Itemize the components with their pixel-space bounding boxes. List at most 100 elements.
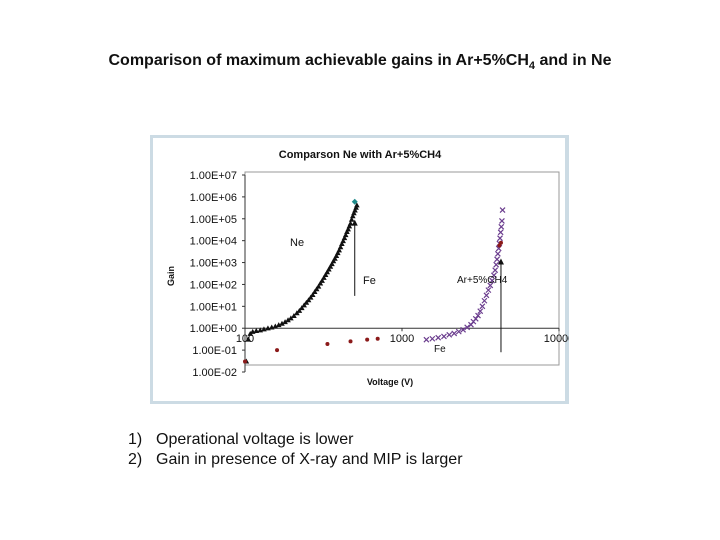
annotation-label: Fe: [434, 344, 446, 355]
mip-ne-point: [351, 198, 358, 205]
y-tick-label: 1.00E-01: [192, 345, 237, 357]
y-axis-label: Gain: [166, 266, 176, 286]
ar-5-ch4-point: [435, 334, 442, 341]
fe-arrow-head: [351, 219, 358, 226]
y-tick-label: 1.00E+05: [190, 214, 237, 226]
ne-point: [245, 336, 252, 342]
y-tick-label: 1.00E+06: [190, 192, 237, 204]
ar-5-ch4-point: [498, 223, 505, 230]
ar-5-ch4-point: [464, 324, 471, 331]
ne-point: [341, 235, 348, 241]
y-tick-label: 1.00E+02: [190, 279, 237, 291]
y-tick-label: 1.00E+01: [190, 301, 237, 313]
ne-point: [327, 263, 334, 269]
ne-point: [303, 299, 310, 305]
y-tick-label: 1.00E-02: [192, 367, 237, 379]
ne-point: [344, 228, 350, 234]
chart-title: Comparson Ne with Ar+5%CH4: [279, 149, 442, 161]
notes-list: 1) Operational voltage is lower 2) Gain in…: [128, 430, 463, 470]
ne-point: [337, 244, 344, 250]
y-tick-label: 1.00E+04: [190, 236, 237, 248]
ar-5-ch4-point: [493, 261, 500, 268]
ar-5-ch4-point: [451, 330, 458, 337]
ne-point: [311, 289, 318, 295]
ar-5-ch4-point: [460, 326, 467, 333]
fe-arrow-head: [497, 258, 504, 265]
annotation-label: Fe: [363, 275, 376, 287]
fe-ne-point: [275, 348, 280, 353]
x-axis-label: Voltage (V): [367, 377, 413, 387]
note-1-number: 1): [128, 431, 143, 448]
ne-point: [345, 226, 351, 232]
ar-5-ch4-point: [441, 333, 447, 340]
ar-5-ch4-point: [483, 292, 490, 299]
gain-chart: Comparson Ne with Ar+5%CH4 Voltage (V) Gai…: [153, 138, 569, 401]
ar-5-ch4-point: [479, 303, 486, 310]
ne-point: [333, 252, 340, 258]
fe-ne-point: [243, 359, 247, 364]
title-subscript: 4: [528, 60, 536, 73]
fe-ne-point: [348, 339, 353, 344]
ne-point: [315, 283, 322, 289]
ne-point: [342, 232, 349, 238]
ne-point: [279, 320, 285, 326]
ne-point: [253, 327, 260, 333]
ar-5-ch4-point: [497, 229, 504, 236]
plot-area: [244, 171, 560, 366]
ar-5-ch4-point: [429, 335, 436, 342]
ne-point: [307, 294, 314, 300]
ne-point: [334, 250, 341, 256]
x-tick-label: 10000: [544, 333, 569, 345]
ne-point: [329, 261, 335, 267]
ar-5-ch4-point: [481, 297, 488, 304]
ar-5-ch4-point: [455, 328, 462, 335]
ne-point: [350, 213, 356, 219]
chart-frame: Comparson Ne with Ar+5%CH4 Voltage (V) Gai…: [150, 135, 569, 404]
ne-point: [301, 302, 307, 308]
ne-point: [330, 258, 337, 264]
ar-5-ch4-point: [494, 256, 500, 263]
ar-5-ch4-point: [492, 267, 499, 274]
title-main: Comparison of maximum achievable gains i…: [108, 52, 529, 69]
fe-ar-5-ch4-point: [498, 240, 503, 245]
ne-point: [340, 238, 346, 244]
title-tail: and in Ne: [535, 52, 612, 69]
ne-point: [272, 323, 279, 329]
x-tick-label: 1000: [390, 333, 414, 345]
ne-point: [317, 280, 324, 286]
ne-point: [321, 274, 327, 280]
ne-point: [326, 266, 332, 272]
ne-point: [282, 319, 288, 325]
ne-point: [324, 269, 331, 275]
note-2-number: 2): [128, 451, 143, 468]
y-tick-label: 1.00E+07: [190, 170, 237, 182]
ar-5-ch4-point: [499, 217, 505, 224]
ar-5-ch4-point: [477, 308, 484, 315]
ar-5-ch4-point: [472, 315, 479, 322]
ne-point: [298, 305, 305, 311]
ne-point: [285, 317, 291, 323]
ne-point: [348, 216, 355, 222]
ne-point: [319, 277, 325, 283]
annotation-label: Ar+5%CH4: [457, 275, 508, 286]
fe-ne-point: [325, 342, 330, 347]
ne-point: [336, 247, 342, 253]
ar-5-ch4-point: [423, 336, 430, 343]
ar-5-ch4-point: [499, 207, 506, 213]
note-1: 1) Operational voltage is lower: [128, 430, 463, 450]
note-2: 2) Gain in presence of X-ray and MIP is l…: [128, 450, 463, 470]
slide-title: Comparison of maximum achievable gains i…: [0, 52, 720, 72]
ar-5-ch4-point: [490, 272, 497, 279]
ne-point: [288, 315, 294, 321]
y-tick-label: 1.00E+03: [190, 258, 237, 270]
ne-point: [296, 307, 303, 313]
x-tick-label: 100: [236, 333, 254, 345]
ar-5-ch4-point: [446, 331, 453, 338]
ar-5-ch4-point: [497, 235, 503, 242]
ne-point: [346, 223, 353, 229]
ar-5-ch4-point: [485, 287, 492, 294]
ne-point: [275, 322, 282, 328]
ne-point: [354, 202, 360, 208]
ne-point: [352, 207, 358, 213]
fe-ne-point: [375, 336, 380, 341]
